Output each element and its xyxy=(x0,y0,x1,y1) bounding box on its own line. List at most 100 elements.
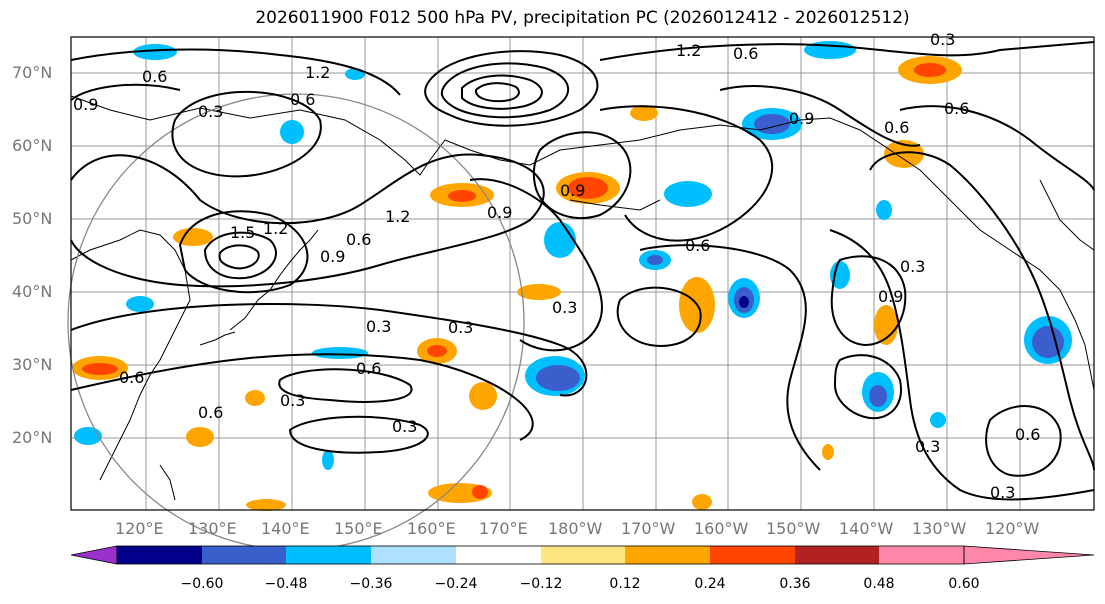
precip-patch xyxy=(472,485,488,499)
lon-label: 120°E xyxy=(115,519,164,538)
contour-label: 0.6 xyxy=(142,67,167,86)
contour-label: 0.6 xyxy=(356,359,381,378)
pv-contour xyxy=(475,82,520,103)
lat-label: 30°N xyxy=(12,355,53,374)
precip-patch xyxy=(544,222,576,258)
coastline xyxy=(1039,179,1095,251)
contour-label: 0.3 xyxy=(280,391,305,410)
precip-patch xyxy=(427,345,447,357)
lat-label: 70°N xyxy=(12,63,53,82)
precip-patch xyxy=(664,181,712,207)
coastline xyxy=(229,229,319,331)
contour-label: 0.9 xyxy=(320,247,345,266)
lon-label: 130°W xyxy=(912,519,967,538)
contour-label: 1.5 xyxy=(230,223,255,242)
lon-label: 120°W xyxy=(985,519,1040,538)
contour-label: 1.2 xyxy=(676,41,701,60)
lat-label: 60°N xyxy=(12,136,53,155)
precip-patch xyxy=(884,140,924,168)
lon-label: 160°E xyxy=(407,519,456,538)
lon-label: 170°W xyxy=(621,519,676,538)
precip-patch xyxy=(930,412,946,428)
contour-label: 0.3 xyxy=(392,417,417,436)
pv-contour xyxy=(203,231,277,280)
precip-patch xyxy=(448,190,476,202)
lon-label: 150°W xyxy=(766,519,821,538)
precip-patch xyxy=(804,41,856,59)
precip-patch xyxy=(74,427,102,445)
pv-contour xyxy=(278,368,413,403)
contour-label: 0.6 xyxy=(198,403,223,422)
precip-patch xyxy=(568,177,608,199)
contour-label: 0.9 xyxy=(878,287,903,306)
pv-contour xyxy=(218,244,260,270)
coastline xyxy=(70,229,191,481)
pv-contour xyxy=(70,48,401,96)
contour-label: 0.9 xyxy=(73,95,98,114)
chart-title: 2026011900 F012 500 hPa PV, precipitatio… xyxy=(255,8,910,28)
coastline xyxy=(70,95,1095,391)
map-frame xyxy=(70,36,1095,511)
pv-contour xyxy=(178,210,309,294)
precip-patch xyxy=(312,347,368,359)
precip-patch xyxy=(133,44,177,60)
coastline xyxy=(199,331,236,346)
pv-contour xyxy=(985,405,1062,477)
contour-label: 0.3 xyxy=(990,483,1015,502)
pv-contour xyxy=(469,178,603,352)
contour-label: 0.3 xyxy=(900,257,925,276)
coastlines xyxy=(70,95,1095,501)
precip-patch xyxy=(692,494,712,510)
precip-patch xyxy=(1032,326,1064,358)
lat-label: 50°N xyxy=(12,209,53,228)
precip-patch xyxy=(173,228,213,246)
graticule xyxy=(71,37,1094,510)
pv-contour xyxy=(424,50,599,127)
pv-contour xyxy=(719,85,921,147)
precip-patch xyxy=(186,427,214,447)
lon-label: 150°E xyxy=(334,519,383,538)
pv-contour xyxy=(599,105,774,242)
lat-label: 20°N xyxy=(12,428,53,447)
precip-patch xyxy=(246,499,286,511)
pv-contour xyxy=(830,255,907,347)
contour-label: 0.9 xyxy=(487,203,512,222)
contour-label-group: 0.6 0.3 0.9 1.2 0.6 0.6 0.9 1.2 1.5 0.3 … xyxy=(73,30,1040,502)
lon-label: 140°E xyxy=(261,519,310,538)
pv-contour xyxy=(70,153,545,288)
contour-label: 1.2 xyxy=(263,219,288,238)
pv-contour xyxy=(639,244,821,471)
precip-patch xyxy=(517,284,561,300)
pv-contour xyxy=(899,105,1095,191)
precip-patch xyxy=(469,382,497,410)
contour-label: 0.6 xyxy=(290,90,315,109)
precip-patch xyxy=(874,305,898,345)
contour-label: 0.3 xyxy=(915,437,940,456)
pv-contour xyxy=(599,41,1095,61)
pv-contour xyxy=(616,286,702,347)
contour-label: 0.3 xyxy=(198,102,223,121)
contour-label: 0.9 xyxy=(789,109,814,128)
contour-label: 0.6 xyxy=(884,118,909,137)
precip-patch xyxy=(536,365,580,391)
contour-label: 0.9 xyxy=(560,181,585,200)
precip-patch xyxy=(630,105,658,121)
precip-patch xyxy=(822,444,834,460)
precip-patch xyxy=(869,385,887,407)
lat-label: 40°N xyxy=(12,282,53,301)
contour-label: 1.2 xyxy=(385,207,410,226)
coastline xyxy=(159,464,176,501)
contour-label: 0.3 xyxy=(552,298,577,317)
precip-patch xyxy=(126,296,154,312)
contour-label: 0.6 xyxy=(119,368,144,387)
precip-patch xyxy=(876,200,892,220)
pv-contour xyxy=(461,74,543,110)
lon-label: 130°E xyxy=(188,519,237,538)
pv-contour xyxy=(171,90,322,178)
contour-label: 0.6 xyxy=(733,44,758,63)
lon-label: 180°W xyxy=(548,519,603,538)
pv-contours xyxy=(70,41,1095,501)
pv-contour xyxy=(532,131,632,220)
pv-contour xyxy=(288,415,429,454)
